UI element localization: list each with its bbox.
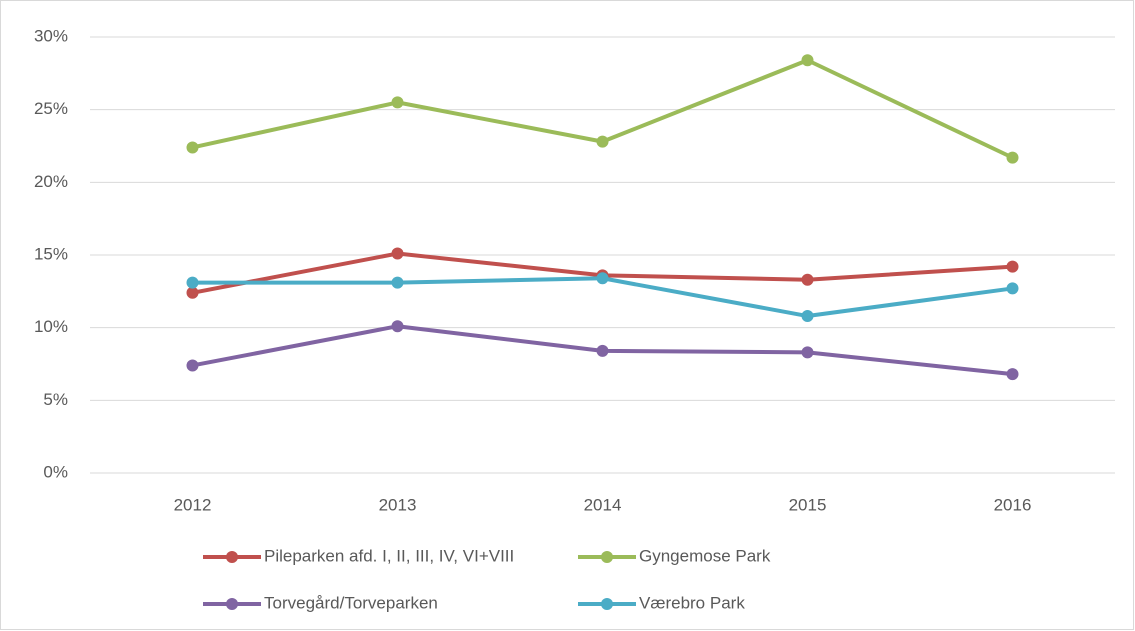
point: [1006, 282, 1019, 295]
y-tick-label: 15%: [34, 244, 68, 263]
x-tick-label: 2012: [174, 495, 212, 514]
point: [1006, 368, 1019, 381]
point: [801, 310, 814, 323]
point: [801, 273, 814, 286]
point: [186, 276, 199, 289]
point: [186, 286, 199, 299]
legend-marker: [226, 598, 238, 610]
y-tick-label: 0%: [43, 462, 68, 481]
point: [596, 135, 609, 148]
point: [801, 346, 814, 359]
point: [1006, 151, 1019, 164]
legend-label: Pileparken afd. I, II, III, IV, VI+VIII: [264, 546, 514, 565]
legend-marker: [601, 598, 613, 610]
x-tick-label: 2014: [584, 495, 622, 514]
y-tick-label: 20%: [34, 172, 68, 191]
point: [391, 276, 404, 289]
legend-marker: [601, 551, 613, 563]
y-tick-label: 30%: [34, 26, 68, 45]
point: [1006, 260, 1019, 273]
point: [391, 320, 404, 333]
y-tick-label: 5%: [43, 390, 68, 409]
x-tick-label: 2016: [994, 495, 1032, 514]
point: [596, 272, 609, 285]
y-tick-label: 10%: [34, 317, 68, 336]
point: [186, 141, 199, 154]
legend-label: Gyngemose Park: [639, 546, 771, 565]
legend-marker: [226, 551, 238, 563]
legend-label: Torvegård/Torveparken: [264, 593, 438, 612]
legend-label: Værebro Park: [639, 593, 745, 612]
point: [186, 359, 199, 372]
x-tick-label: 2013: [379, 495, 417, 514]
y-tick-label: 25%: [34, 99, 68, 118]
point: [391, 247, 404, 260]
point: [801, 54, 814, 67]
x-tick-label: 2015: [789, 495, 827, 514]
point: [596, 344, 609, 357]
point: [391, 96, 404, 109]
